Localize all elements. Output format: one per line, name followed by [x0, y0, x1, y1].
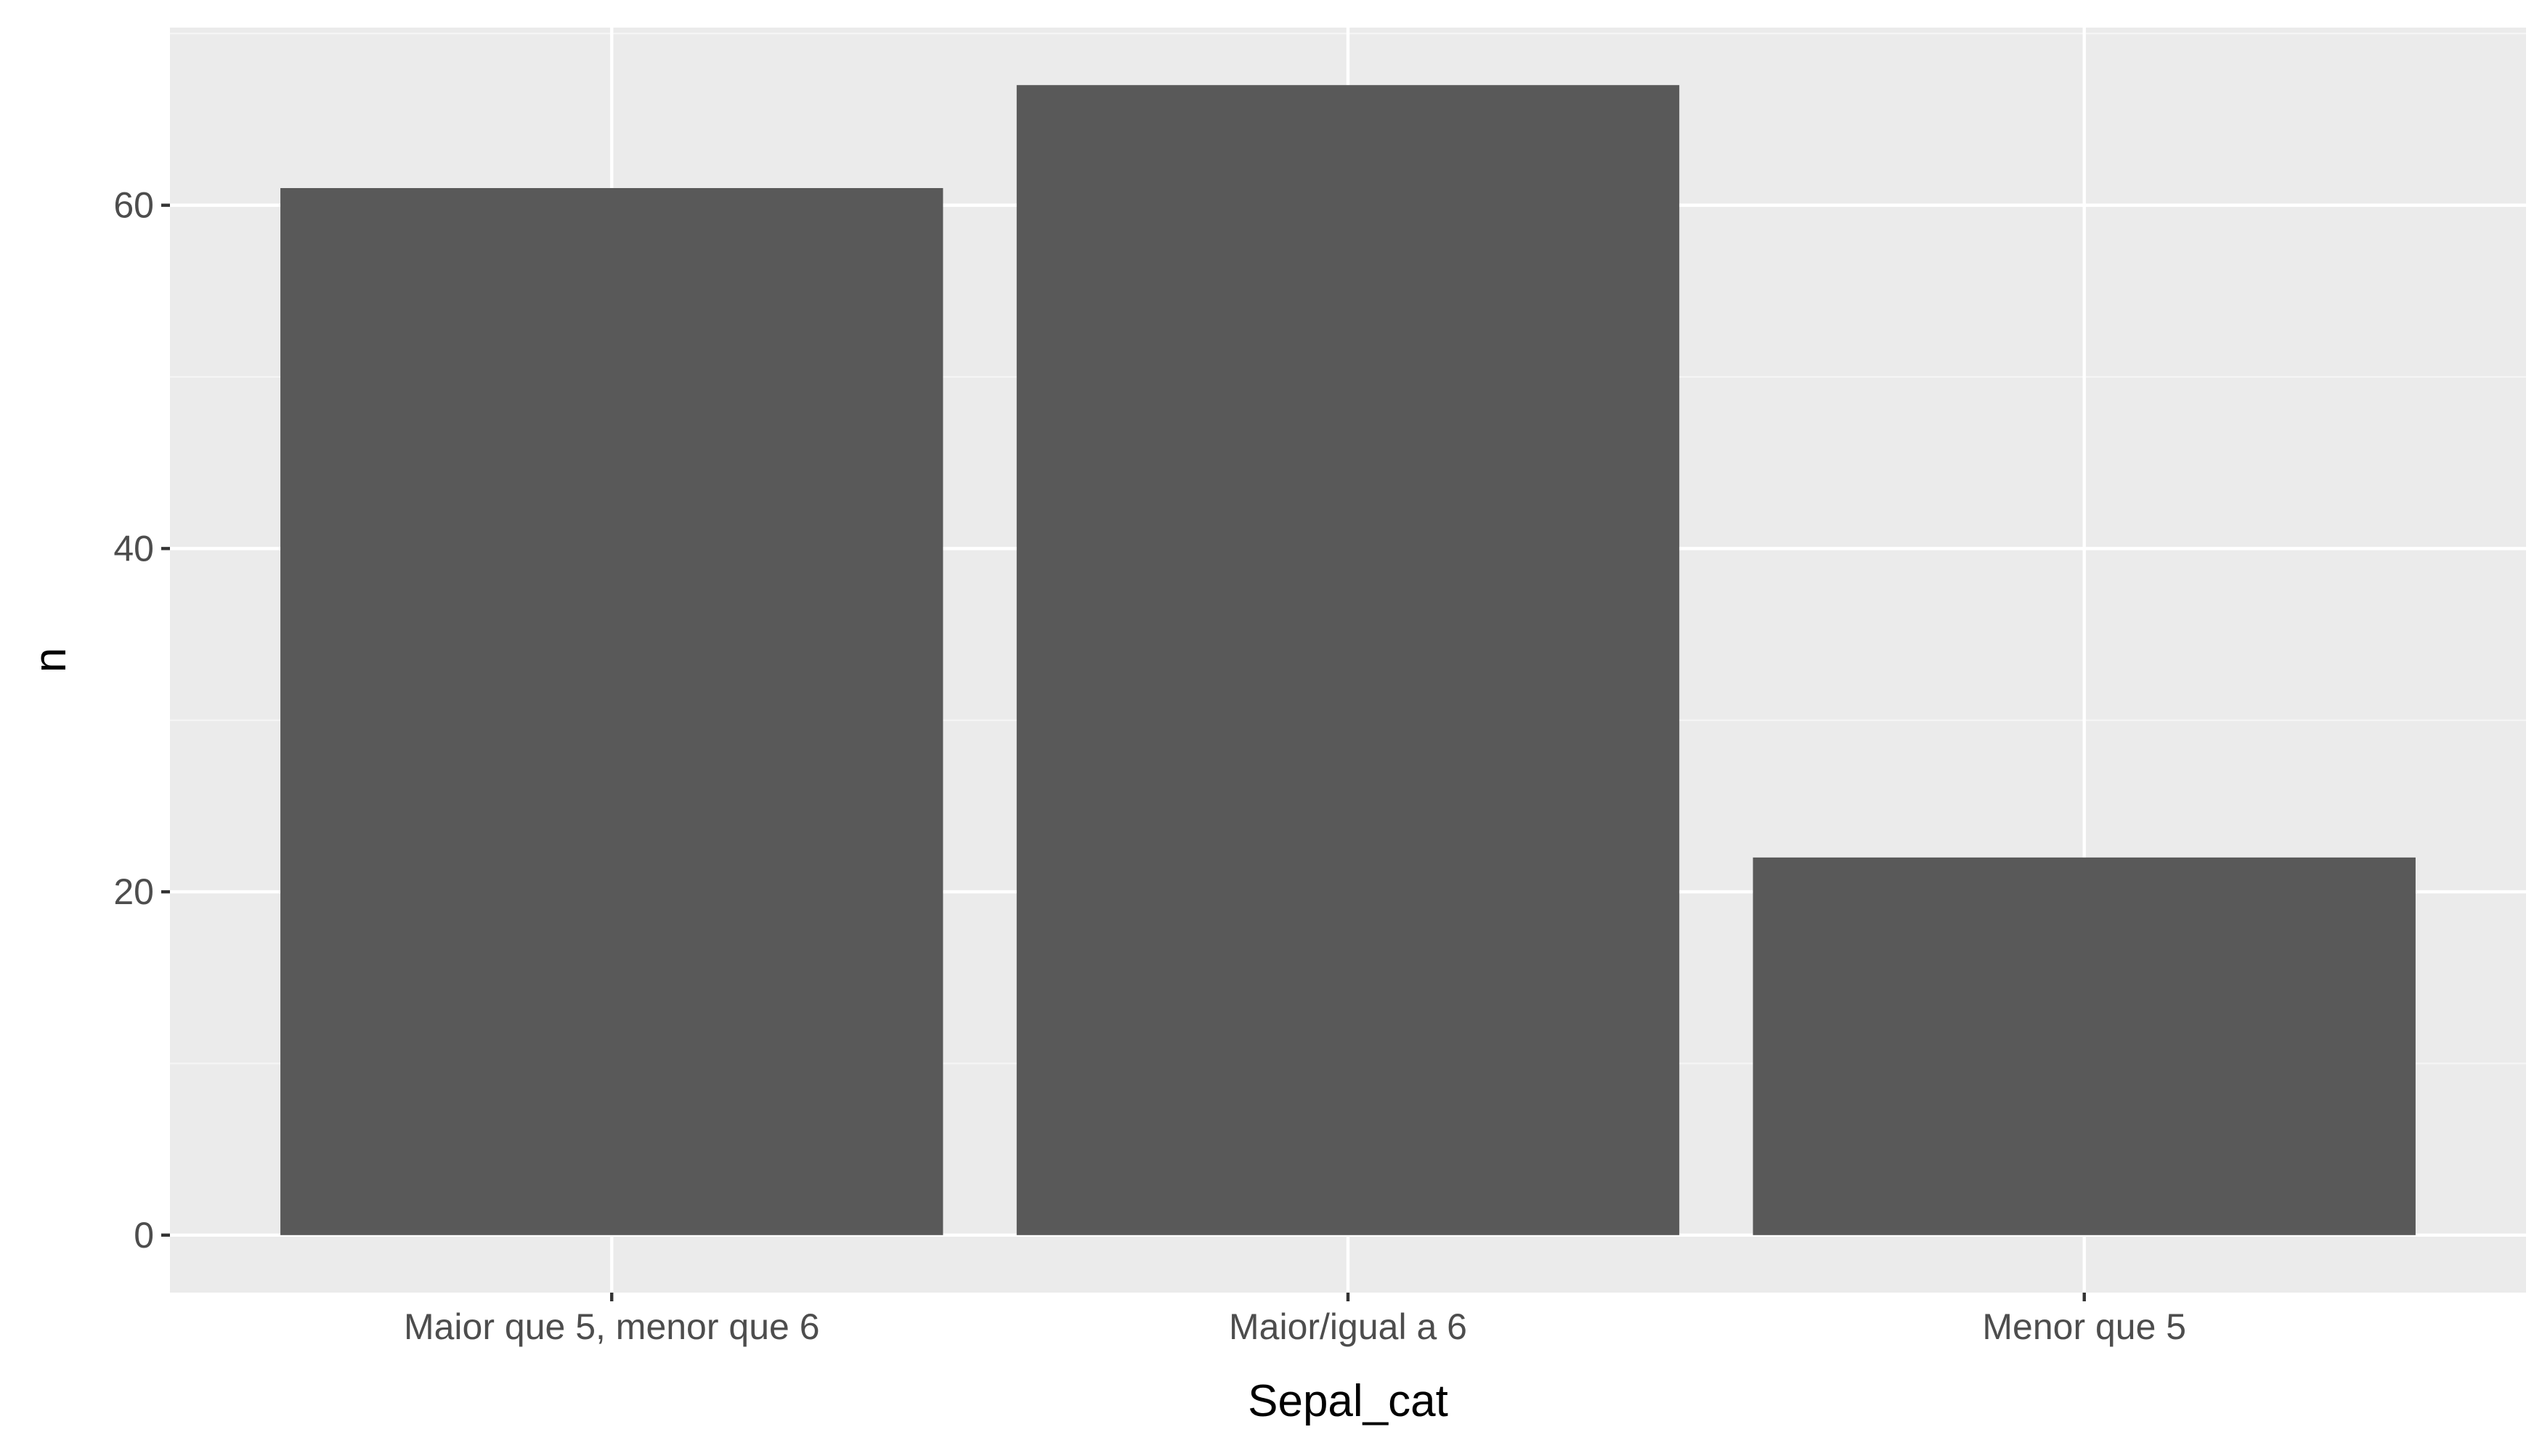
- bar: [1753, 857, 2416, 1235]
- y-tick-label: 20: [113, 871, 154, 912]
- bars: [280, 85, 2416, 1235]
- y-tick-label: 40: [113, 528, 154, 569]
- x-tick-label: Maior/igual a 6: [1229, 1306, 1467, 1347]
- y-axis-title: n: [25, 648, 76, 672]
- x-axis-title: Sepal_cat: [1248, 1376, 1448, 1426]
- x-tick-label: Maior que 5, menor que 6: [404, 1306, 820, 1347]
- bar: [1016, 85, 1680, 1235]
- x-tick-label: Menor que 5: [1982, 1306, 2186, 1347]
- y-axis: 0 20 40 60: [113, 185, 170, 1256]
- x-axis: Maior que 5, menor que 6 Maior/igual a 6 M…: [404, 1293, 2186, 1347]
- y-tick-label: 0: [134, 1215, 154, 1256]
- bar: [280, 188, 943, 1235]
- y-tick-label: 60: [113, 185, 154, 226]
